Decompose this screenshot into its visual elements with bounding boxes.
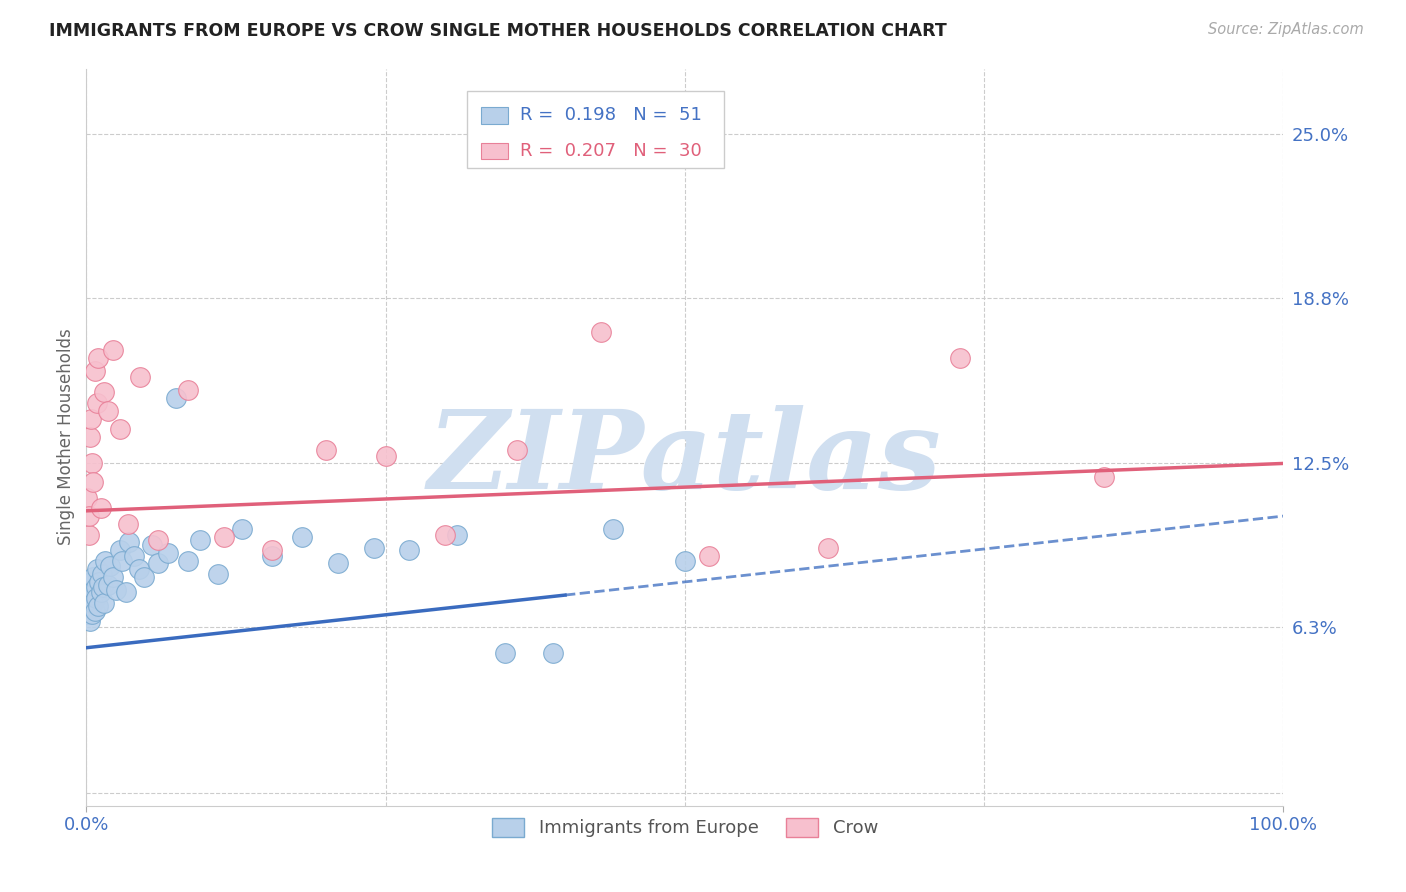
Point [602,522,624,536]
Point [93,385,115,400]
Point [1092,469,1115,483]
Point [82,607,104,621]
Point [589,325,612,339]
Point [315,443,337,458]
Text: ZIPatlas: ZIPatlas [427,406,942,513]
Point [108,422,131,436]
Point [141,538,163,552]
Point [83,604,105,618]
Point [146,557,169,571]
Point [82,585,104,599]
Point [374,449,396,463]
Point [82,475,104,489]
Point [177,554,200,568]
Point [494,646,516,660]
Point [165,391,187,405]
Point [77,527,100,541]
Point [132,569,155,583]
Point [76,491,98,505]
Point [114,585,136,599]
Point [231,522,253,536]
Point [101,343,124,358]
Text: Source: ZipAtlas.com: Source: ZipAtlas.com [1208,22,1364,37]
Point [80,411,103,425]
Point [697,549,720,563]
Point [90,585,112,599]
Point [82,596,104,610]
Point [207,567,229,582]
Point [98,559,121,574]
Point [291,530,314,544]
Point [90,567,112,582]
Point [156,546,179,560]
Point [80,574,103,589]
Text: R =  0.198   N =  51: R = 0.198 N = 51 [520,106,702,124]
Point [97,577,120,591]
Point [89,574,111,589]
Point [82,569,104,583]
Point [506,443,529,458]
Point [673,554,696,568]
Point [363,541,385,555]
Point [86,562,108,576]
Point [83,364,105,378]
Point [97,404,120,418]
Text: R =  0.207   N =  30: R = 0.207 N = 30 [520,142,702,160]
FancyBboxPatch shape [467,91,724,168]
Point [93,596,115,610]
Point [91,580,114,594]
Point [188,533,211,547]
Point [212,530,235,544]
Point [108,543,131,558]
Point [87,351,110,365]
Point [398,543,420,558]
Point [128,562,150,576]
Point [129,369,152,384]
Point [260,543,283,558]
Point [446,527,468,541]
Point [326,557,349,571]
Point [111,554,134,568]
Legend: Immigrants from Europe, Crow: Immigrants from Europe, Crow [485,811,886,845]
Point [146,533,169,547]
Point [101,569,124,583]
Point [118,535,141,549]
Point [87,599,110,613]
Point [260,549,283,563]
Point [84,591,107,605]
Point [84,580,107,594]
Point [77,593,100,607]
FancyBboxPatch shape [481,143,508,159]
Point [434,527,457,541]
Point [94,554,117,568]
Point [86,396,108,410]
Point [949,351,972,365]
Point [90,501,112,516]
Text: IMMIGRANTS FROM EUROPE VS CROW SINGLE MOTHER HOUSEHOLDS CORRELATION CHART: IMMIGRANTS FROM EUROPE VS CROW SINGLE MO… [49,22,948,40]
Point [82,457,104,471]
Point [117,516,139,531]
Point [817,541,839,555]
Point [77,599,100,613]
Point [177,383,200,397]
Point [105,582,128,597]
Point [76,607,98,621]
Point [122,549,145,563]
Point [79,430,101,444]
Point [80,601,103,615]
FancyBboxPatch shape [481,107,508,123]
Point [77,509,100,524]
Point [79,588,101,602]
Point [541,646,564,660]
Point [79,615,101,629]
Y-axis label: Single Mother Households: Single Mother Households [58,329,75,546]
